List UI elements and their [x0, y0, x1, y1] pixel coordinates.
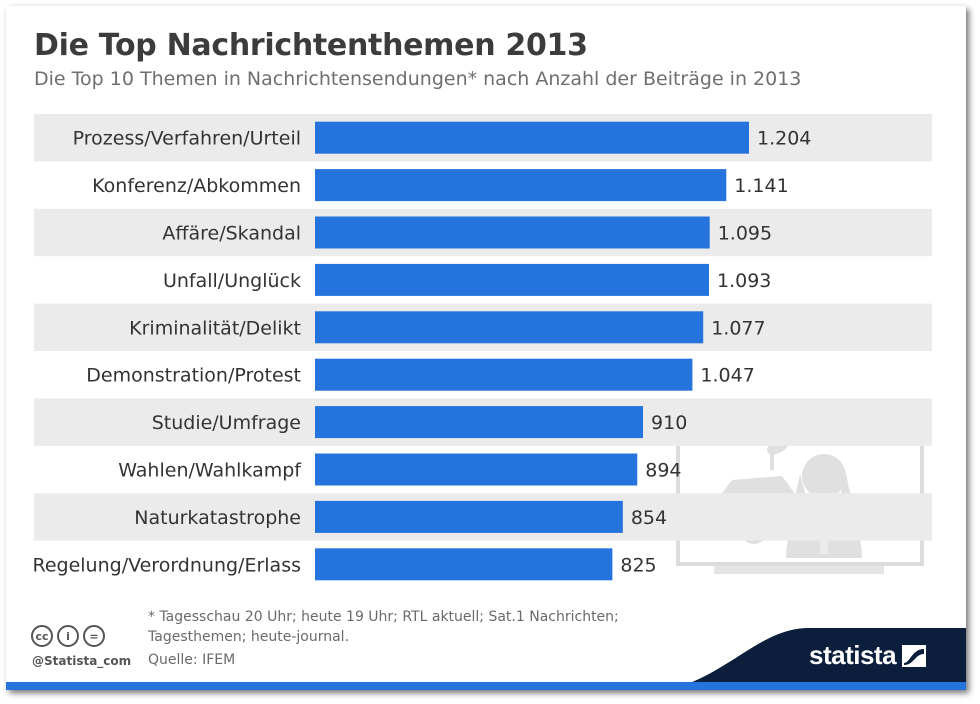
- category-label: Prozess/Verfahren/Urteil: [73, 128, 301, 150]
- bar-chart: Prozess/Verfahren/Urteil 1.204 Konferenz/A…: [32, 114, 932, 581]
- value-label: 1.047: [700, 365, 754, 387]
- category-label: Regelung/Verordnung/Erlass: [32, 554, 301, 576]
- value-label: 1.077: [711, 317, 765, 339]
- value-label: 910: [651, 412, 687, 434]
- value-label: 1.141: [734, 175, 788, 197]
- category-label: Studie/Umfrage: [152, 412, 301, 434]
- category-label: Affäre/Skandal: [162, 223, 301, 245]
- logo-text: statista: [809, 640, 897, 670]
- bar-3: [315, 216, 710, 249]
- value-label: 1.204: [757, 128, 811, 150]
- chart-subtitle: Die Top 10 Themen in Nachrichtensendunge…: [34, 68, 802, 90]
- license-icons: cc i =: [31, 625, 105, 647]
- bar-6: [315, 358, 693, 391]
- value-label: 825: [620, 554, 656, 576]
- category-label: Wahlen/Wahlkampf: [118, 460, 302, 482]
- value-label: 1.095: [718, 223, 772, 245]
- brand-wave-shape: [666, 627, 966, 690]
- statista-logo[interactable]: statista: [809, 640, 927, 671]
- bar-2: [315, 169, 727, 202]
- statista-mark-icon: [902, 644, 927, 667]
- value-label: 894: [645, 460, 681, 482]
- cc-icon: cc: [31, 625, 53, 647]
- category-label: Naturkatastrophe: [134, 507, 301, 529]
- attribution-icon: i: [57, 625, 79, 647]
- value-label: 1.093: [717, 270, 771, 292]
- footnote: * Tagesschau 20 Uhr; heute 19 Uhr; RTL a…: [148, 609, 619, 645]
- chart-title: Die Top Nachrichtenthemen 2013: [34, 28, 588, 63]
- bar-10: [315, 548, 613, 581]
- category-label: Konferenz/Abkommen: [92, 175, 301, 197]
- category-label: Demonstration/Protest: [86, 365, 301, 387]
- bar-8: [315, 453, 638, 486]
- bar-9: [315, 500, 623, 533]
- brand-bar: [6, 682, 966, 690]
- bar-7: [315, 406, 644, 439]
- bar-5: [315, 311, 704, 344]
- no-derivatives-icon: =: [83, 625, 105, 647]
- twitter-handle: @Statista_com: [32, 654, 132, 668]
- infographic: Die Top Nachrichtenthemen 2013 Die Top 1…: [6, 6, 966, 690]
- category-label: Kriminalität/Delikt: [129, 317, 301, 339]
- category-label: Unfall/Unglück: [163, 270, 301, 292]
- bar-1: [315, 121, 749, 154]
- source-text: Quelle: IFEM: [148, 652, 236, 668]
- bar-4: [315, 263, 709, 296]
- value-label: 854: [631, 507, 667, 529]
